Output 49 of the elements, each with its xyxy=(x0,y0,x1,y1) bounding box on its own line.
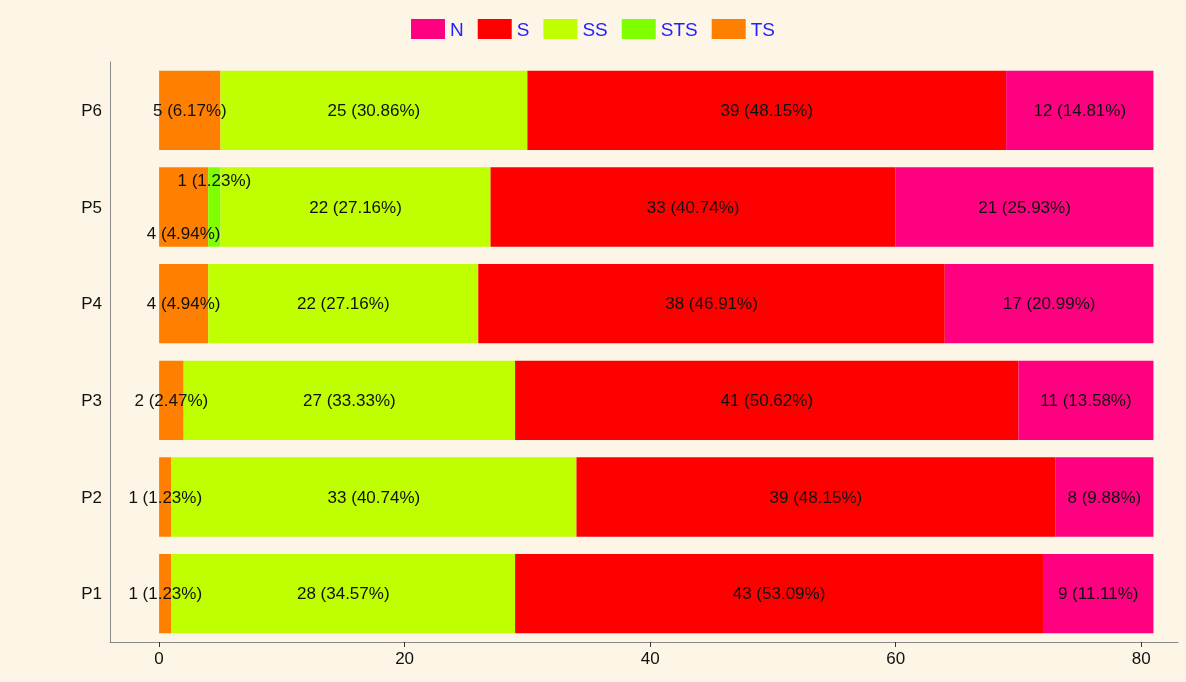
y-tick-label: P6 xyxy=(81,100,102,120)
bar xyxy=(1055,457,1154,537)
bar xyxy=(1018,360,1154,440)
data-label: 25 (30.86%) xyxy=(327,100,421,120)
data-label: 8 (9.88%) xyxy=(1067,487,1142,507)
y-tick-label: P5 xyxy=(81,197,102,217)
bar xyxy=(515,554,1043,634)
data-label: 22 (27.16%) xyxy=(309,197,402,217)
x-tick-label: 40 xyxy=(640,649,660,668)
data-label: 39 (48.15%) xyxy=(720,100,814,120)
data-label: 39 (48.15%) xyxy=(769,487,863,507)
bar xyxy=(1042,554,1154,634)
x-tick-label: 20 xyxy=(395,649,415,668)
legend-label: TS xyxy=(750,18,775,40)
data-label: 17 (20.99%) xyxy=(1002,294,1096,314)
y-tick-label: P2 xyxy=(81,487,102,507)
data-label: 12 (14.81%) xyxy=(1033,100,1127,120)
data-label: 1 (1.23%) xyxy=(177,171,252,191)
y-tick-label: P3 xyxy=(81,390,102,410)
data-label: 22 (27.16%) xyxy=(296,294,390,314)
data-label: 11 (13.58%) xyxy=(1040,390,1132,410)
legend-label: SS xyxy=(582,18,608,40)
data-label: 33 (40.74%) xyxy=(327,487,421,507)
data-label: 33 (40.74%) xyxy=(646,197,740,217)
x-tick-label: 80 xyxy=(1131,649,1151,668)
bar xyxy=(490,167,896,247)
bar xyxy=(1006,70,1154,150)
legend-label: STS xyxy=(660,18,698,40)
data-label: 4 (4.94%) xyxy=(146,294,221,314)
x-tick-label: 60 xyxy=(886,649,906,668)
bar xyxy=(527,70,1007,150)
data-label: 27 (33.33%) xyxy=(303,390,396,410)
bar xyxy=(515,360,1019,440)
bar xyxy=(895,167,1154,247)
data-label: 41 (50.62%) xyxy=(720,390,814,410)
y-tick-label: P1 xyxy=(81,584,102,604)
bar xyxy=(944,264,1154,344)
data-label: 43 (53.09%) xyxy=(732,584,826,604)
bar xyxy=(576,457,1056,537)
legend-label: N xyxy=(450,18,464,40)
data-label: 21 (25.93%) xyxy=(978,197,1071,217)
data-label: 9 (11.11%) xyxy=(1057,584,1139,604)
legend-label: S xyxy=(516,18,530,40)
y-tick-label: P4 xyxy=(81,294,102,314)
data-label: 38 (46.91%) xyxy=(665,294,758,314)
x-tick-label: 0 xyxy=(154,649,164,668)
data-label: 28 (34.57%) xyxy=(296,584,390,604)
data-label: 4 (4.94%) xyxy=(146,223,221,243)
bar xyxy=(478,264,945,344)
